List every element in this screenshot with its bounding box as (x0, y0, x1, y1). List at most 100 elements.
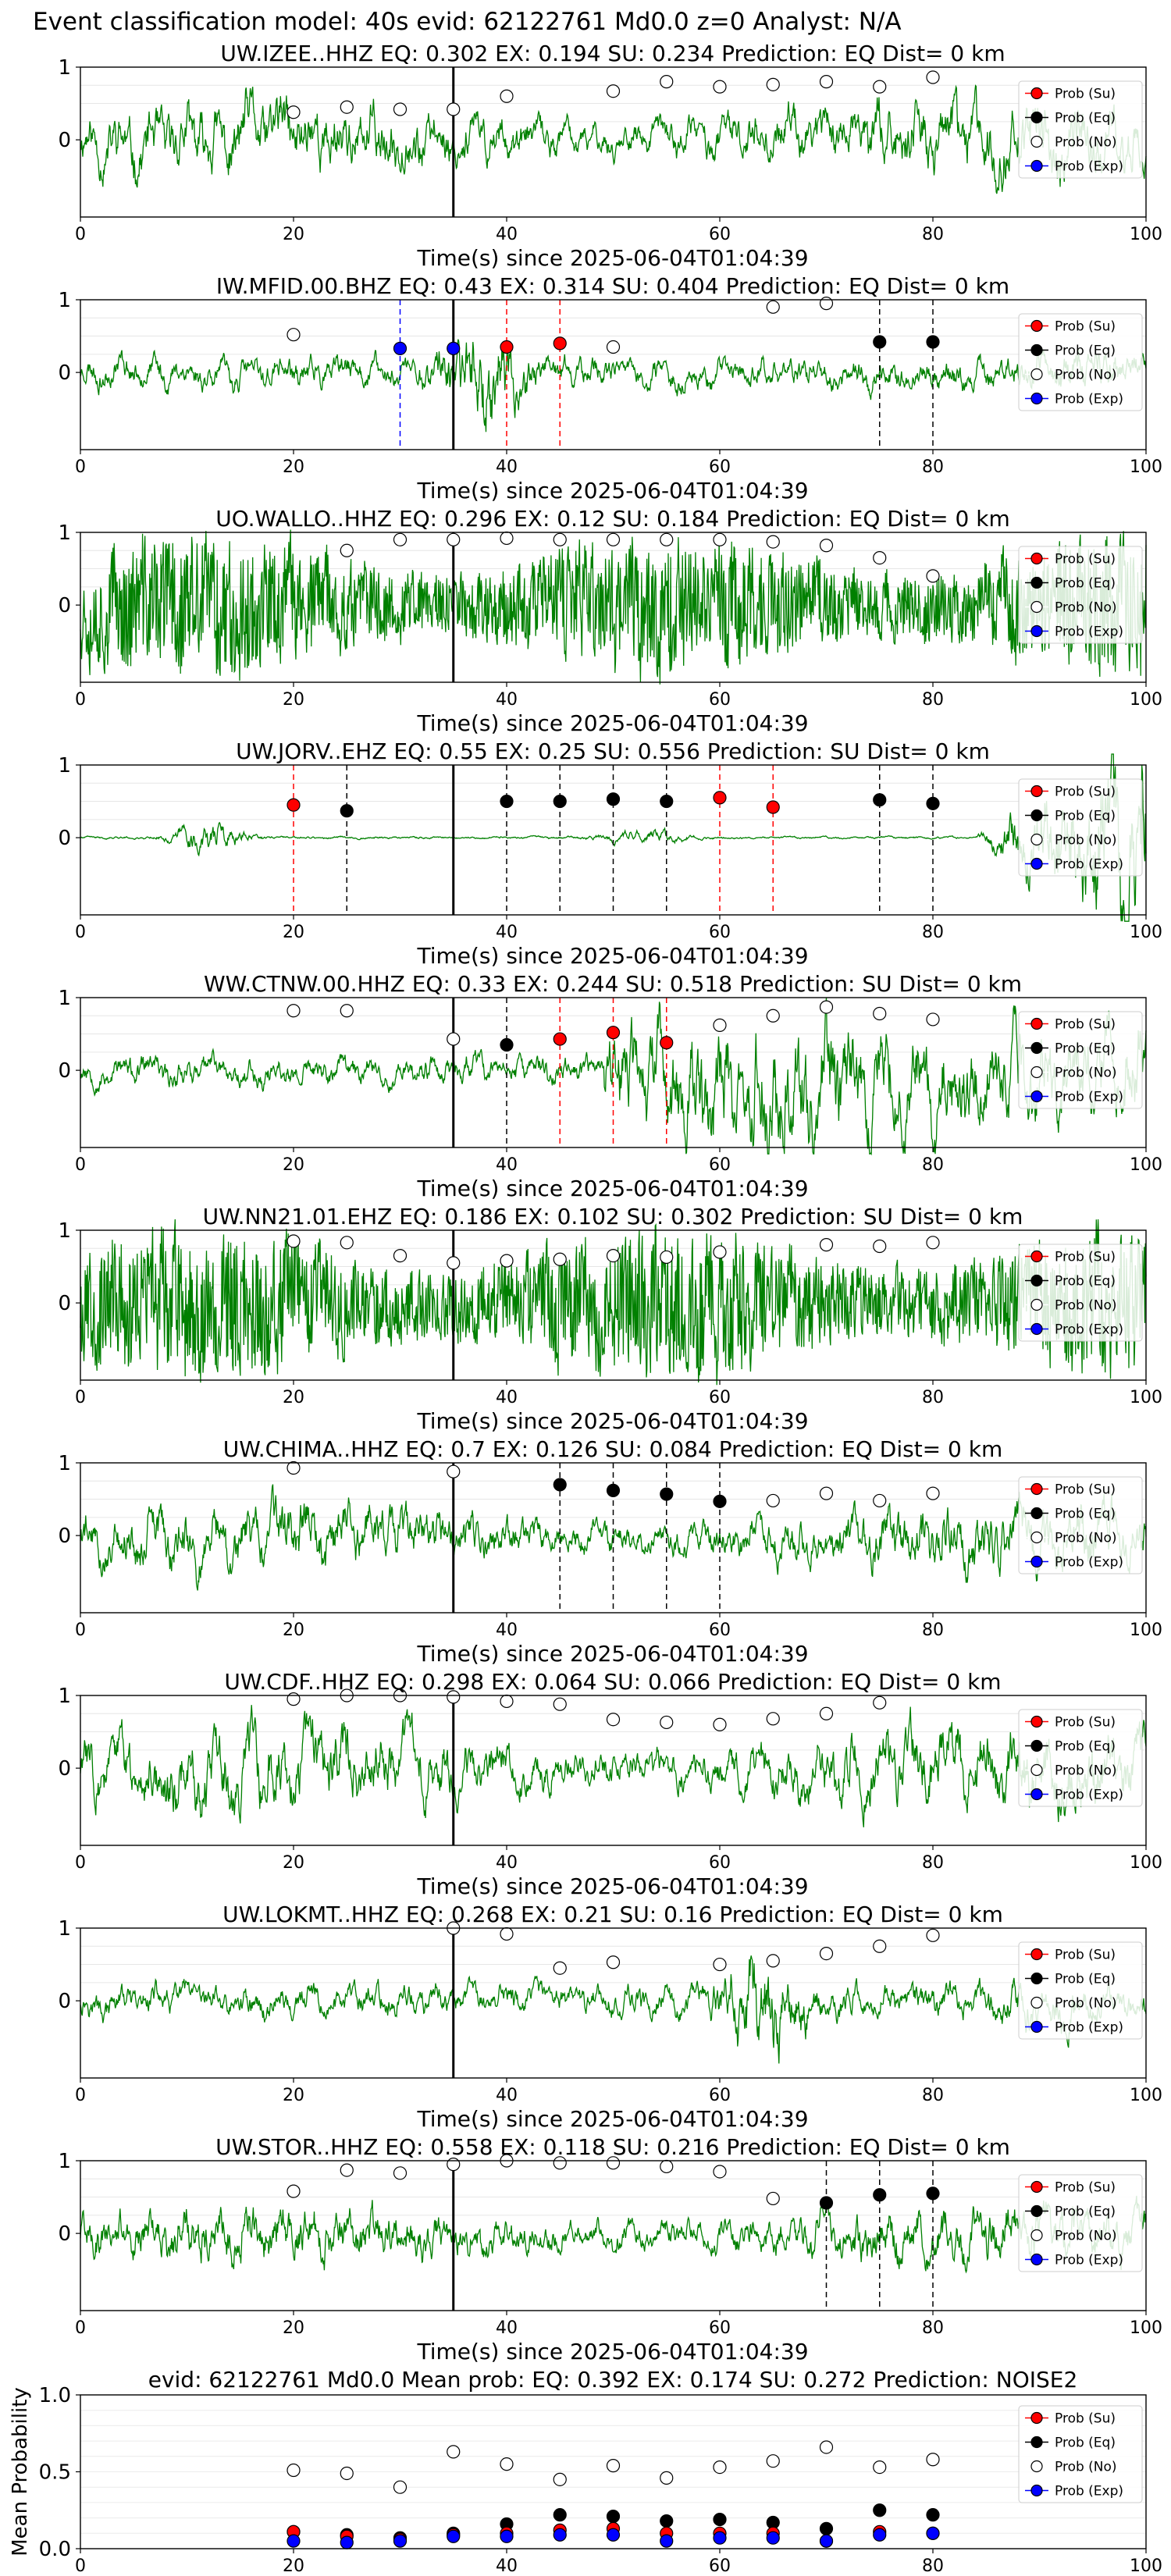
legend-label-no: Prob (No) (1055, 1763, 1117, 1779)
legend-marker-eq (1030, 1041, 1043, 1055)
legend-label-eq: Prob (Eq) (1055, 1739, 1116, 1755)
legend-label-eq: Prob (Eq) (1055, 111, 1116, 126)
legend-label-eq: Prob (Eq) (1055, 1274, 1116, 1290)
prob-marker (500, 1694, 514, 1709)
y-tick-label: 0.5 (39, 2461, 71, 2485)
legend-marker-su (1030, 552, 1043, 565)
prob-marker (447, 1464, 461, 1478)
axes-frame (80, 2160, 1147, 2311)
mean-marker-exp (393, 2534, 408, 2548)
prob-marker (766, 1712, 780, 1726)
prob-marker (500, 89, 514, 103)
legend-marker-su (1030, 319, 1043, 333)
legend-label-exp: Prob (Exp) (1055, 1090, 1123, 1105)
legend-marker-su (1030, 1482, 1043, 1496)
waveform-trace (80, 2195, 1147, 2274)
y-tick-label: 1 (58, 1452, 71, 1475)
mean-marker-eq (606, 2510, 621, 2524)
x-tick-label: 60 (709, 1853, 731, 1873)
legend-marker-eq (1030, 576, 1043, 589)
x-tick-label: 100 (1130, 2556, 1162, 2576)
prob-marker (287, 105, 301, 119)
legend-box (1018, 2174, 1143, 2272)
y-tick-label: 1 (58, 521, 71, 545)
x-tick-label: 40 (496, 225, 518, 244)
x-axis-label: Time(s) since 2025-06-04T01:04:39 (416, 1176, 808, 1201)
legend-marker-no (1030, 1531, 1043, 1544)
prob-marker (819, 297, 834, 311)
y-tick-label: 1.0 (39, 2384, 71, 2407)
mean-marker-no (500, 2457, 514, 2471)
prob-marker (873, 1239, 887, 1254)
station-panel: 1 0 UW.NN21.01.EHZ EQ: 0.186 EX: 0.102 SU:… (58, 1204, 1162, 1434)
x-tick-label: 80 (922, 225, 944, 244)
prob-marker (660, 75, 674, 89)
y-tick-label: 1 (58, 289, 71, 312)
waveform-trace (80, 1705, 1147, 1827)
x-tick-label: 80 (922, 2086, 944, 2105)
x-tick-label: 100 (1130, 690, 1162, 710)
station-panel: 1 0 UW.JORV..EHZ EQ: 0.55 EX: 0.25 SU: 0.5… (58, 738, 1162, 969)
prob-marker (873, 550, 887, 565)
waveform-trace (80, 339, 1147, 432)
y-tick-label: 0 (58, 1525, 71, 1548)
legend-marker-exp (1030, 2253, 1043, 2266)
y-tick-label: 0 (58, 827, 71, 850)
x-tick-label: 20 (283, 1621, 304, 1640)
x-tick-label: 80 (922, 1853, 944, 1873)
x-tick-label: 20 (283, 690, 304, 710)
prob-marker (926, 569, 940, 583)
x-tick-label: 60 (709, 2556, 731, 2576)
prob-marker (287, 798, 301, 812)
x-tick-label: 100 (1130, 1155, 1162, 1175)
mean-marker-eq (660, 2514, 674, 2528)
x-tick-label: 80 (922, 457, 944, 477)
legend-label-su: Prob (Su) (1055, 2180, 1116, 2196)
y-tick-label: 0 (58, 361, 71, 385)
x-tick-label: 0 (75, 690, 86, 710)
legend-box (1018, 313, 1143, 411)
legend-marker-eq (1030, 111, 1043, 124)
y-tick-label: 0 (58, 594, 71, 617)
x-tick-label: 100 (1130, 1388, 1162, 1407)
mean-marker-exp (819, 2534, 834, 2548)
waveform-trace (80, 1219, 1147, 1386)
legend-label-no: Prob (No) (1055, 2460, 1117, 2475)
prob-marker (393, 2166, 408, 2180)
legend-marker-su (1030, 1715, 1043, 1728)
x-tick-label: 40 (496, 1621, 518, 1640)
prob-marker (553, 794, 567, 809)
station-panel: 1 0 WW.CTNW.00.HHZ EQ: 0.33 EX: 0.244 SU: … (58, 971, 1162, 1201)
prob-marker (340, 1004, 354, 1018)
legend-label-no: Prob (No) (1055, 368, 1117, 383)
y-tick-label: 0 (58, 1990, 71, 2013)
legend-label-su: Prob (Su) (1055, 1715, 1116, 1731)
prob-marker (819, 1706, 834, 1720)
legend-marker-su (1030, 2180, 1043, 2194)
prob-marker (553, 1961, 567, 1975)
y-tick-label: 0 (58, 1757, 71, 1781)
legend-label-exp: Prob (Exp) (1055, 2020, 1123, 2036)
legend-marker-eq (1030, 1274, 1043, 1287)
prob-marker (926, 1928, 940, 1942)
waveform-trace (80, 84, 1147, 194)
mean-y-axis-label: Mean Probability (9, 2387, 32, 2556)
legend-label-su: Prob (Su) (1055, 2411, 1116, 2427)
prob-marker (766, 2191, 780, 2206)
mean-marker-eq (873, 2503, 887, 2517)
x-tick-label: 0 (75, 1853, 86, 1873)
legend-marker-no (1030, 833, 1043, 846)
x-tick-label: 0 (75, 1621, 86, 1640)
prob-marker (500, 794, 514, 809)
prob-marker (819, 75, 834, 89)
prob-marker (447, 1256, 461, 1270)
legend-label-su: Prob (Su) (1055, 552, 1116, 568)
axes-frame (80, 66, 1147, 218)
prob-marker (606, 1248, 621, 1263)
x-axis-label: Time(s) since 2025-06-04T01:04:39 (416, 1641, 808, 1667)
legend-marker-eq (1030, 1972, 1043, 1985)
legend-box (1018, 1941, 1143, 2040)
prob-marker (713, 532, 727, 546)
prob-marker (606, 340, 621, 354)
